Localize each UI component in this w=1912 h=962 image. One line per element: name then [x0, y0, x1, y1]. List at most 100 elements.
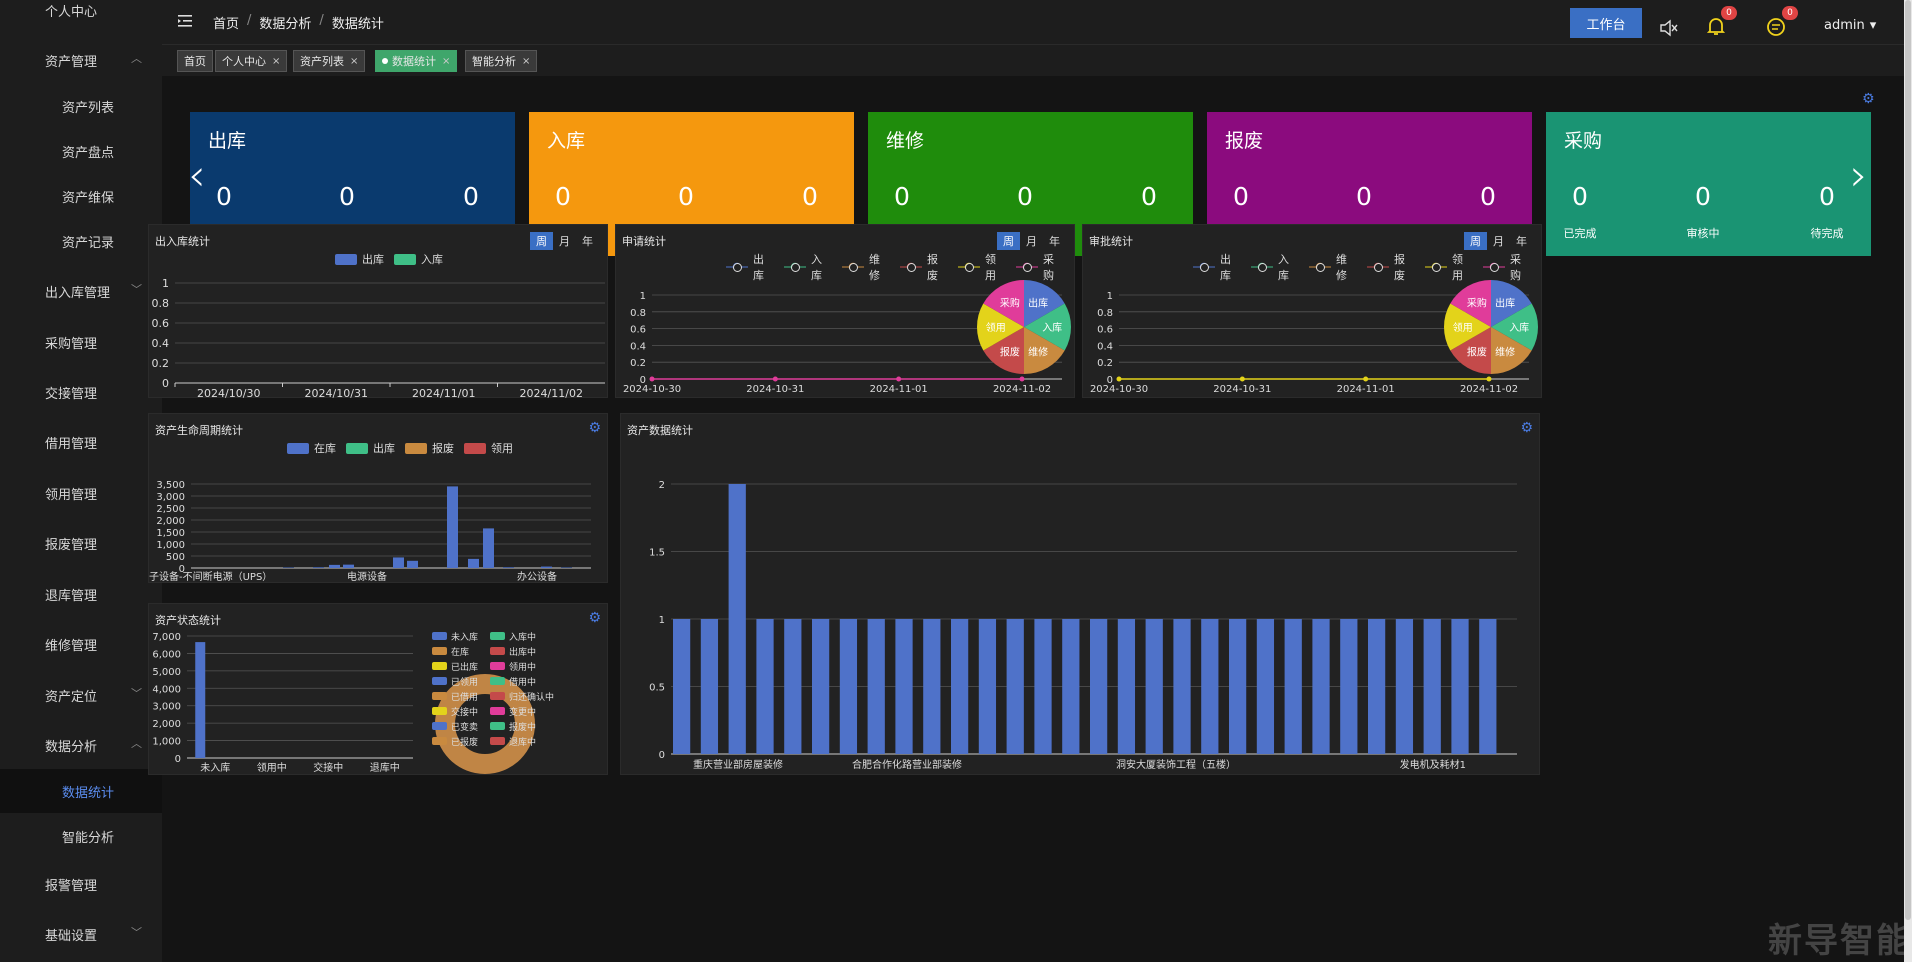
- sidebar-item[interactable]: 资产记录: [0, 219, 162, 263]
- bell-icon[interactable]: [1707, 16, 1725, 36]
- pie-slice[interactable]: [977, 303, 1024, 351]
- legend-item[interactable]: 采购: [1483, 251, 1531, 283]
- bar[interactable]: [756, 619, 774, 754]
- tab-4[interactable]: 智能分析 ×: [465, 50, 538, 72]
- period-option[interactable]: 月: [1026, 235, 1037, 248]
- bar[interactable]: [1006, 619, 1024, 754]
- settings-icon[interactable]: ⚙: [588, 610, 601, 626]
- sidebar-item[interactable]: 数据分析 ︿: [0, 723, 162, 767]
- bar[interactable]: [673, 619, 691, 754]
- bar[interactable]: [447, 486, 458, 568]
- bar[interactable]: [1451, 619, 1469, 754]
- bar[interactable]: [1368, 619, 1386, 754]
- pie-slice[interactable]: [1450, 327, 1491, 374]
- bar[interactable]: [1256, 619, 1275, 754]
- period-option[interactable]: 月: [559, 235, 570, 248]
- pie-slice[interactable]: [1444, 303, 1491, 351]
- bar[interactable]: [1145, 619, 1163, 754]
- sidebar-item[interactable]: 智能分析: [0, 814, 162, 858]
- period-option[interactable]: 年: [1516, 235, 1527, 248]
- legend-swatch[interactable]: [432, 707, 447, 715]
- data-point[interactable]: [1019, 376, 1025, 382]
- close-icon[interactable]: ×: [522, 55, 531, 67]
- bar[interactable]: [923, 619, 941, 754]
- legend-swatch[interactable]: [490, 737, 505, 745]
- legend-swatch[interactable]: [490, 692, 505, 700]
- legend-item[interactable]: 采购: [1016, 251, 1064, 283]
- bar[interactable]: [895, 619, 913, 754]
- bar[interactable]: [468, 558, 479, 568]
- bar[interactable]: [407, 560, 418, 568]
- sidebar-item[interactable]: 资产维保: [0, 174, 162, 218]
- sidebar-item[interactable]: 报警管理: [0, 862, 162, 906]
- legend-swatch[interactable]: [490, 707, 505, 715]
- legend-item[interactable]: 维修: [1309, 251, 1357, 283]
- tab-2[interactable]: 资产列表 ×: [293, 50, 366, 72]
- legend-item[interactable]: 维修: [842, 251, 890, 283]
- bar[interactable]: [1340, 619, 1358, 754]
- legend-item[interactable]: 领用: [1425, 251, 1473, 283]
- legend-item[interactable]: 出库: [726, 251, 774, 283]
- settings-icon[interactable]: ⚙: [1520, 420, 1533, 436]
- sidebar-item[interactable]: 出入库管理 ﹀: [0, 269, 162, 313]
- sidebar-item[interactable]: 采购管理: [0, 320, 162, 364]
- data-point[interactable]: [1239, 376, 1245, 382]
- period-option[interactable]: 周: [997, 232, 1020, 250]
- carousel-prev-icon[interactable]: ‹: [188, 150, 206, 201]
- bar[interactable]: [1090, 619, 1108, 754]
- legend-swatch[interactable]: [490, 662, 505, 670]
- bar[interactable]: [812, 619, 830, 754]
- sidebar-item[interactable]: 交接管理: [0, 370, 162, 414]
- legend-swatch[interactable]: [490, 722, 505, 730]
- scrollbar-thumb[interactable]: [1905, 0, 1911, 920]
- pie-slice[interactable]: [1450, 280, 1491, 327]
- bar[interactable]: [978, 619, 997, 754]
- bar[interactable]: [313, 567, 324, 568]
- user-menu[interactable]: admin ▾: [1824, 18, 1876, 33]
- bar[interactable]: [728, 484, 746, 754]
- sidebar-item[interactable]: 借用管理: [0, 420, 162, 464]
- legend-swatch[interactable]: [432, 677, 447, 685]
- bar[interactable]: [839, 619, 858, 754]
- sidebar-item[interactable]: 资产管理 ︿: [0, 38, 162, 82]
- legend-item[interactable]: 出库: [346, 440, 395, 456]
- breadcrumb-analysis[interactable]: 数据分析: [259, 17, 312, 32]
- sidebar-item[interactable]: 退库管理: [0, 572, 162, 616]
- legend-swatch[interactable]: [490, 677, 505, 685]
- scrollbar[interactable]: [1904, 0, 1912, 962]
- legend-item[interactable]: 入库: [784, 251, 832, 283]
- legend-item[interactable]: 在库: [287, 440, 336, 456]
- bar[interactable]: [1423, 619, 1441, 754]
- bar[interactable]: [1395, 619, 1414, 754]
- data-point[interactable]: [1363, 376, 1369, 382]
- bar[interactable]: [195, 642, 206, 758]
- bar[interactable]: [1173, 619, 1191, 754]
- bar[interactable]: [1284, 619, 1302, 754]
- legend-item[interactable]: 出库: [335, 251, 384, 267]
- legend-item[interactable]: 领用: [958, 251, 1006, 283]
- legend-swatch[interactable]: [432, 722, 447, 730]
- pie-slice[interactable]: [983, 327, 1024, 374]
- data-point[interactable]: [649, 376, 655, 382]
- bar[interactable]: [329, 564, 340, 568]
- bar[interactable]: [1117, 619, 1136, 754]
- legend-item[interactable]: 出库: [1193, 251, 1241, 283]
- close-icon[interactable]: ×: [350, 55, 359, 67]
- legend-swatch[interactable]: [490, 647, 505, 655]
- close-icon[interactable]: ×: [442, 55, 451, 67]
- mute-icon[interactable]: [1659, 19, 1679, 37]
- sidebar-item[interactable]: 数据统计: [0, 769, 162, 813]
- pie-slice[interactable]: [1491, 280, 1532, 327]
- tab-3[interactable]: 数据统计 ×: [375, 50, 458, 72]
- legend-item[interactable]: 报废: [405, 440, 454, 456]
- period-option[interactable]: 周: [530, 232, 553, 250]
- pie-slice[interactable]: [983, 280, 1024, 327]
- bar[interactable]: [393, 557, 404, 568]
- sidebar-item[interactable]: 维修管理: [0, 622, 162, 666]
- bar[interactable]: [1062, 619, 1080, 754]
- bar[interactable]: [1229, 619, 1247, 754]
- bar[interactable]: [343, 564, 354, 568]
- pie-slice[interactable]: [1491, 303, 1538, 351]
- sidebar-item[interactable]: 个人中心: [0, 0, 162, 32]
- bar[interactable]: [867, 619, 885, 754]
